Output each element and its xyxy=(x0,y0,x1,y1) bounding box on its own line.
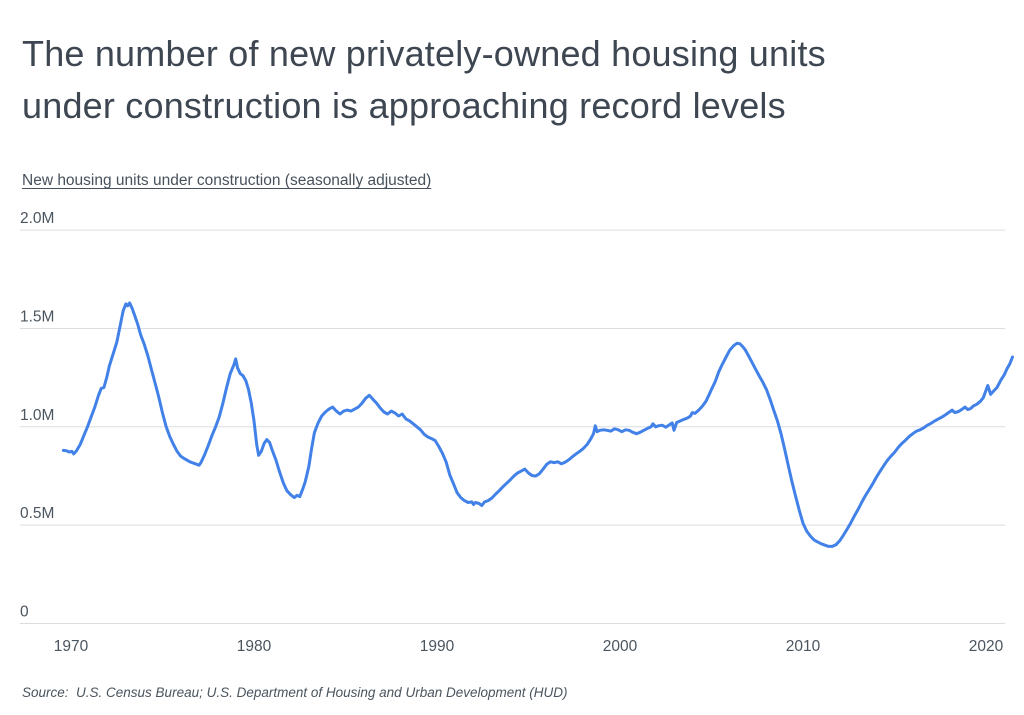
x-axis-tick-label: 1990 xyxy=(420,638,455,655)
x-axis-tick-label: 2000 xyxy=(603,638,638,655)
y-axis-tick-label: 0.5M xyxy=(20,505,54,522)
x-axis-tick-label: 2010 xyxy=(786,638,821,655)
y-axis-tick-label: 0 xyxy=(20,604,29,621)
y-axis-tick-label: 1.0M xyxy=(20,407,54,424)
x-axis-tick-label: 1970 xyxy=(54,638,89,655)
page-title: The number of new privately-owned housin… xyxy=(22,28,1012,132)
x-axis-tick-label: 1980 xyxy=(237,638,272,655)
page-title-line-2: under construction is approaching record… xyxy=(22,85,786,126)
page-title-line-1: The number of new privately-owned housin… xyxy=(22,33,826,74)
x-axis-tick-label: 2020 xyxy=(969,638,1004,655)
y-axis-tick-label: 2.0M xyxy=(20,210,54,227)
y-axis-tick-label: 1.5M xyxy=(20,309,54,326)
chart-subtitle: New housing units under construction (se… xyxy=(22,172,432,189)
data-line xyxy=(61,301,1014,548)
source-attribution: Source: U.S. Census Bureau; U.S. Departm… xyxy=(22,685,568,700)
